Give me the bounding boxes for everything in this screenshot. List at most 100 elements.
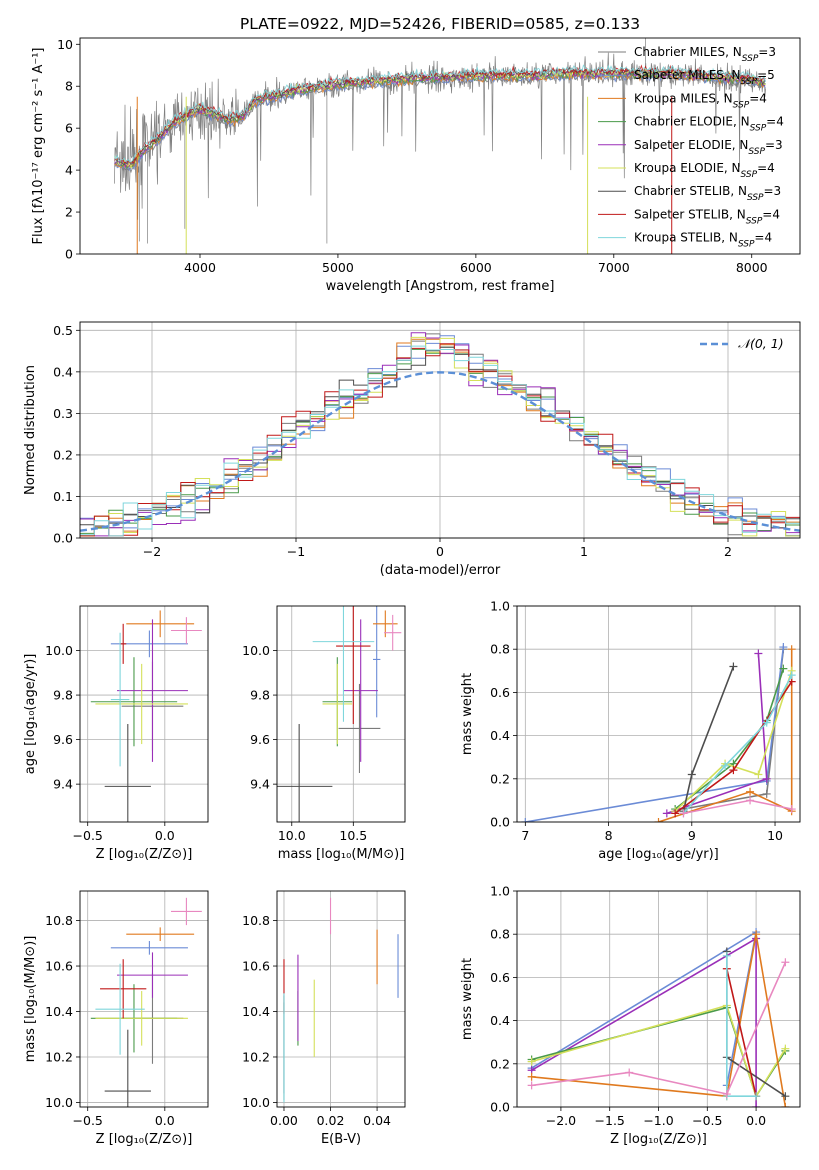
x-tick-label: 7 (521, 828, 529, 843)
y-tick-label: 10.0 (45, 1095, 73, 1110)
x-axis-label: Z [log₁₀(Z/Z⊙)] (96, 1132, 193, 1147)
x-tick-label: 0.04 (363, 1113, 391, 1128)
mass-weight-marker (721, 761, 730, 770)
axes-frame (79, 37, 801, 255)
mass-weight-marker (787, 671, 796, 680)
axes-frame (276, 605, 406, 823)
x-tick-label: −2.0 (546, 1113, 576, 1128)
axes-frame (79, 890, 209, 1108)
mass-weight-marker (746, 787, 755, 796)
mass-weight-marker (662, 809, 671, 818)
mass-weight-marker (671, 809, 680, 818)
x-axis-label: Z [log₁₀(Z/Z⊙)] (610, 1132, 707, 1147)
y-tick-label: 0.4 (490, 1013, 510, 1028)
x-tick-label: −1.0 (643, 1113, 673, 1128)
panel-residuals: −2 −1 0 1 2 0.0 0.1 0.2 0.3 0.4 0.5 (data-model)/er… (23, 321, 801, 578)
y-tick-label: 0.2 (53, 447, 73, 462)
mass-weight-marker (781, 1044, 790, 1053)
x-tick-label: −1.5 (595, 1113, 625, 1128)
legend-label: Kroupa MILES, NSSP=4 (634, 91, 767, 110)
mass-weight-marker (722, 1090, 731, 1099)
model-fit-line (114, 64, 766, 163)
x-axis-label: Z [log₁₀(Z/Z⊙)] (96, 847, 193, 862)
mass-weight-marker (779, 643, 788, 652)
plot-area (283, 897, 399, 1103)
y-tick-label: 10.4 (45, 1004, 73, 1019)
mass-weight-marker (527, 1072, 536, 1081)
mass-weight-marker (729, 662, 738, 671)
grid (80, 891, 208, 1107)
y-tick-label: 0.5 (53, 323, 73, 338)
y-tick-label: 0.4 (490, 728, 510, 743)
axes-frame (276, 890, 406, 1108)
mass-weight-line (682, 674, 793, 814)
mass-weight-marker (521, 818, 530, 822)
y-tick-label: 10.8 (242, 913, 270, 928)
legend-label: Salpeter ELODIE, NSSP=3 (634, 138, 783, 157)
grid (517, 890, 800, 1108)
y-axis-label: mass [log₁₀(M/M⊙)] (23, 936, 38, 1063)
x-tick-label: 0.00 (270, 1113, 298, 1128)
mass-weight-line (531, 961, 787, 1095)
plot-area (90, 610, 202, 822)
y-tick-label: 9.6 (53, 732, 73, 747)
mass-weight-line (674, 670, 793, 812)
y-tick-label: 9.8 (53, 688, 73, 703)
y-tick-label: 0.2 (490, 1056, 510, 1071)
y-tick-label: 0.6 (490, 970, 510, 985)
y-axis-label: age [log₁₀(age/yr)] (23, 654, 38, 775)
mass-weight-line (531, 934, 787, 1107)
x-tick-label: 0.0 (746, 1113, 766, 1128)
y-tick-label: 0.0 (490, 815, 510, 830)
mass-weight-line (531, 937, 757, 1107)
y-tick-label: 1.0 (490, 884, 510, 899)
x-tick-label: 4000 (184, 260, 216, 275)
legend-label: Kroupa STELIB, NSSP=4 (634, 231, 772, 250)
y-tick-label: 10.0 (242, 643, 270, 658)
axes-frame (79, 321, 801, 539)
y-tick-label: 4 (65, 163, 73, 178)
mass-weight-marker (527, 1081, 536, 1090)
x-tick-label: −0.5 (73, 1113, 103, 1128)
mass-weight-marker (787, 805, 796, 814)
panel-mass-vs-EBV: 0.00 0.02 0.04 10.0 10.2 10.4 10.6 10.8 E(B-V) (242, 890, 406, 1147)
grid (80, 606, 208, 822)
mass-weight-line (658, 649, 793, 822)
x-tick-label: 0.02 (317, 1113, 345, 1128)
panel-age-vs-Z: −0.5 0.0 9.4 9.6 9.8 10.0 Z [log₁₀(Z/Z⊙)] age [… (23, 605, 209, 862)
y-axis-label: Flux [fλ10⁻¹⁷ erg cm⁻² s⁻¹ A⁻¹] (31, 48, 46, 245)
mass-weight-line (525, 646, 785, 822)
x-tick-label: 2 (724, 544, 732, 559)
y-tick-label: 9.4 (250, 777, 270, 792)
x-tick-label: 5000 (322, 260, 354, 275)
x-tick-label: −0.5 (692, 1113, 722, 1128)
x-tick-label: 10 (767, 828, 783, 843)
mass-weight-marker (754, 770, 763, 779)
x-tick-label: 10.5 (339, 828, 367, 843)
y-axis-label: mass weight (460, 958, 475, 1040)
x-tick-label: 0.0 (155, 828, 175, 843)
axes-frame (79, 605, 209, 823)
mass-weight-marker (762, 718, 771, 727)
panel-mass-weight-vs-Z: −2.0 −1.5 −1.0 −0.5 0.0 0.0 0.2 0.4 0.6 0.8 1.0 Z [… (460, 884, 801, 1147)
y-tick-label: 9.8 (250, 688, 270, 703)
legend-label: 𝒩(0, 1) (738, 336, 784, 351)
x-tick-label: 7000 (598, 260, 630, 275)
legend-label: Kroupa ELODIE, NSSP=4 (634, 161, 775, 180)
x-tick-label: −1 (287, 544, 305, 559)
x-axis-label: E(B-V) (321, 1132, 361, 1147)
x-tick-label: −0.5 (73, 828, 103, 843)
plot-area (277, 606, 402, 822)
x-tick-label: −2 (143, 544, 161, 559)
y-tick-label: 10.6 (45, 959, 73, 974)
x-tick-label: 0 (436, 544, 444, 559)
plot-area (521, 643, 796, 822)
grid (517, 605, 800, 823)
y-axis-label: Normed distribution (23, 365, 38, 495)
y-tick-label: 10 (57, 37, 73, 52)
legend-label: Salpeter MILES, NSSP=5 (634, 68, 775, 87)
legend-label: Chabrier STELIB, NSSP=3 (634, 184, 781, 203)
mass-weight-line (683, 649, 785, 810)
panel-mass-weight-vs-age: 7 8 9 10 0.0 0.2 0.4 0.6 0.8 1.0 age [log₁₀(age/yr… (460, 599, 801, 862)
